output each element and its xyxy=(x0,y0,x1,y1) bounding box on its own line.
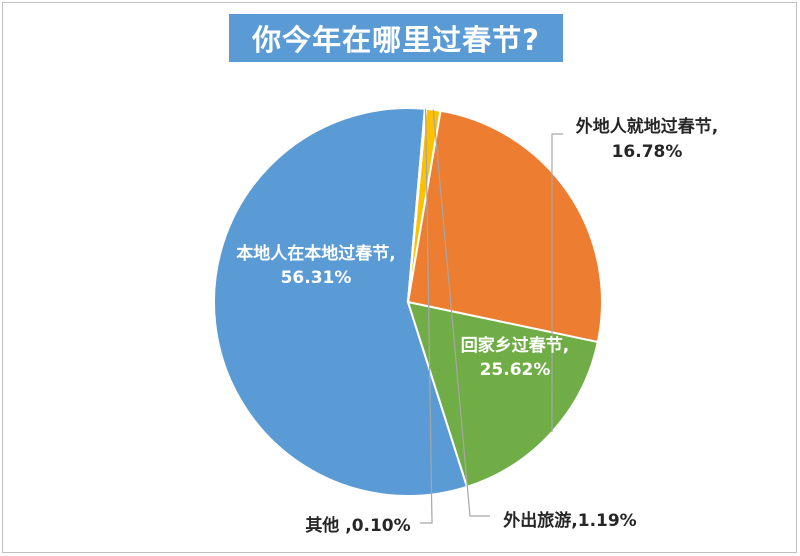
leader-line-nonlocal xyxy=(551,133,563,433)
slice-label-local-pct: 56.31% xyxy=(281,268,352,288)
slice-label-other: 其他 ,0.10% xyxy=(305,515,410,536)
slice-label-home-name: 回家乡过春节, xyxy=(461,335,569,356)
leader-line-travel xyxy=(432,109,490,517)
pie-slice-local xyxy=(213,107,469,497)
slice-label-travel: 外出旅游,1.19% xyxy=(503,510,636,531)
leader-line-other xyxy=(420,108,433,524)
slice-label-nonlocal-pct: 16.78% xyxy=(612,142,683,162)
pie-slice-other xyxy=(407,107,428,303)
slice-label-local-name: 本地人在本地过春节, xyxy=(236,243,395,264)
chart-title: 你今年在哪里过春节? xyxy=(229,14,563,62)
slice-label-nonlocal-name: 外地人就地过春节, xyxy=(576,116,718,137)
pie-slice-home xyxy=(406,109,603,344)
slice-label-home-pct: 25.62% xyxy=(480,360,551,380)
